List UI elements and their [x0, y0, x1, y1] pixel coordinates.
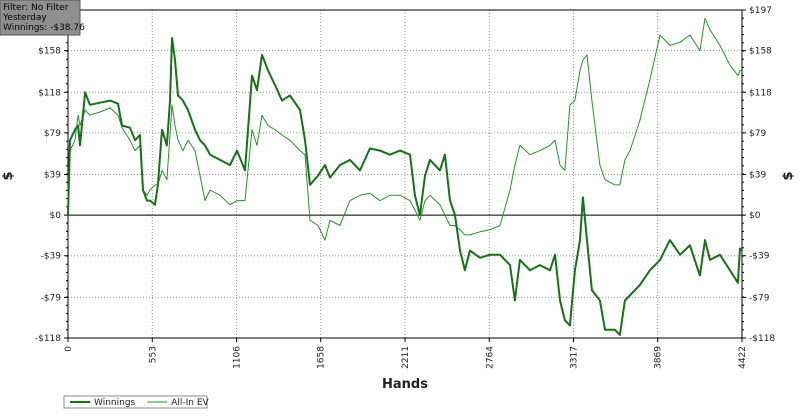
series-line	[67, 37, 743, 336]
info-box-bg	[0, 0, 81, 36]
x-tick-label: 1106	[233, 346, 243, 369]
x-tick-label: 1658	[317, 346, 327, 369]
x-tick-label: 3869	[654, 346, 664, 369]
x-tick-label: 4422	[738, 346, 748, 369]
y-tick-label: -$79	[41, 293, 62, 303]
y-tick-label: $118	[38, 88, 61, 98]
y2-tick-label: -$39	[749, 252, 770, 262]
legend-label: All-In EV	[171, 398, 209, 408]
y-tick-label: $39	[44, 171, 61, 181]
y-tick-label: $158	[38, 47, 61, 57]
legend-box	[63, 395, 208, 409]
x-tick-label: 3317	[570, 346, 580, 369]
x-tick-label: 2764	[485, 346, 495, 369]
y2-tick-label: -$118	[749, 334, 775, 344]
y2-tick-label: $197	[749, 6, 772, 16]
y2-tick-label: $118	[749, 88, 772, 98]
y-tick-label: -$39	[41, 252, 62, 262]
info-line: Yesterday	[2, 13, 47, 23]
y2-axis-label: $	[781, 171, 796, 180]
x-tick-label: 0	[64, 346, 74, 352]
y2-tick-label: $39	[749, 171, 766, 181]
x-axis-label: Hands	[382, 377, 428, 392]
x-tick-label: 553	[148, 346, 158, 363]
y-tick-label: $0	[50, 211, 62, 221]
y2-tick-label: $158	[749, 47, 772, 57]
series-line	[67, 17, 742, 241]
y2-tick-label: -$79	[749, 293, 770, 303]
x-tick-label: 2211	[401, 346, 411, 369]
y-tick-label: -$118	[35, 334, 61, 344]
y2-tick-label: $0	[749, 211, 761, 221]
y-axis-label: $	[1, 171, 16, 180]
legend-label: Winnings	[94, 398, 136, 408]
info-line: Winnings: -$38.76	[3, 23, 85, 33]
y-tick-label: $79	[44, 129, 61, 139]
info-line: Filter: No Filter	[3, 3, 69, 13]
y2-tick-label: $79	[749, 129, 766, 139]
legend: Winnings All-In EV	[63, 395, 210, 409]
